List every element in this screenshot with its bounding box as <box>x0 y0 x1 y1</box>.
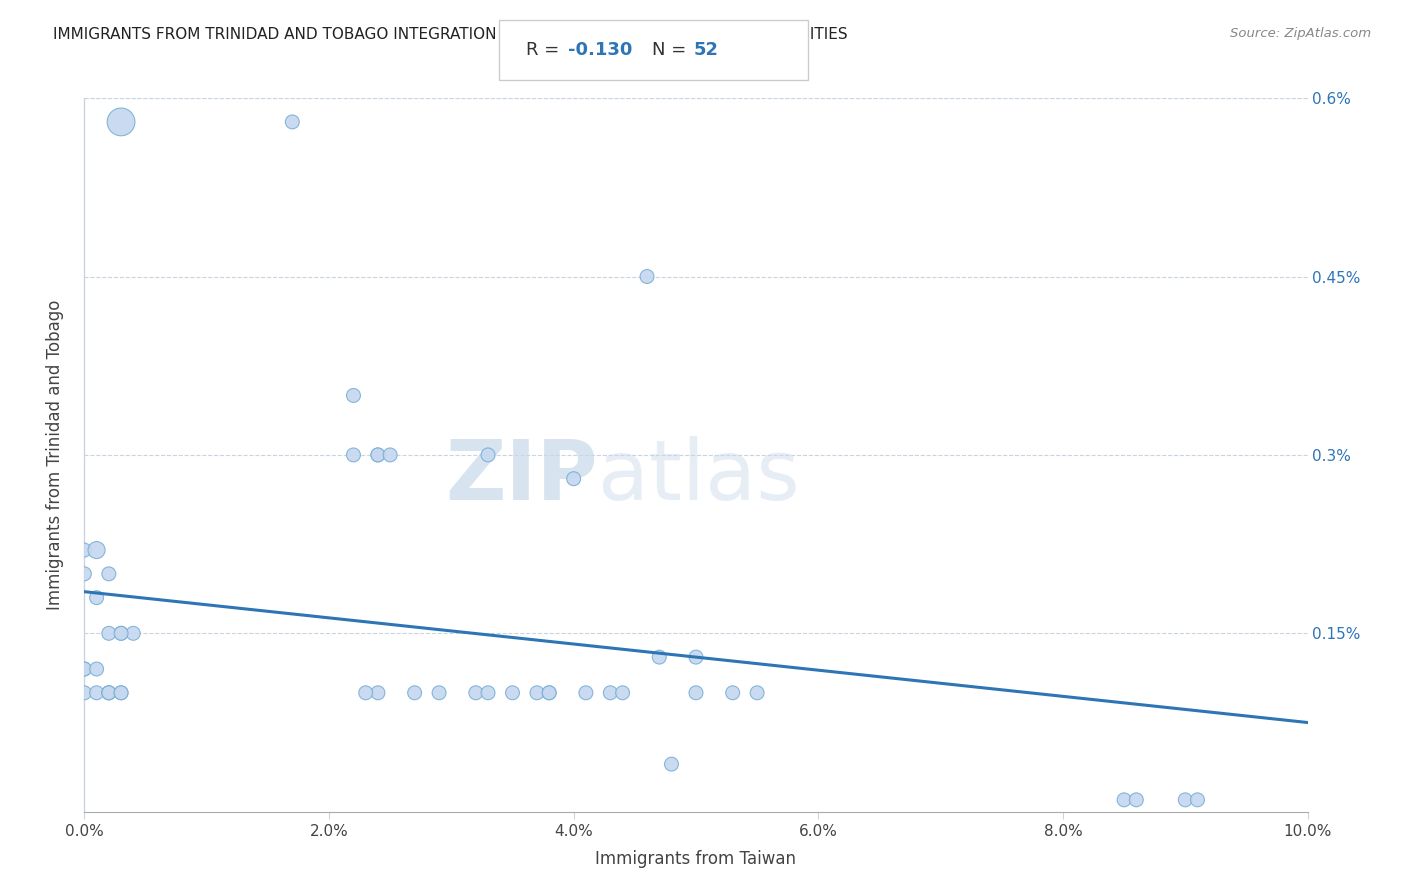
Point <box>97 686 120 700</box>
Point <box>73 566 96 581</box>
Point <box>380 448 402 462</box>
Text: ZIP: ZIP <box>446 436 598 516</box>
Point <box>661 757 683 772</box>
Point <box>97 626 120 640</box>
Point <box>110 686 132 700</box>
Point <box>562 472 585 486</box>
Text: N =: N = <box>652 41 692 59</box>
Point <box>281 115 304 129</box>
Point <box>73 662 96 676</box>
Point <box>110 115 132 129</box>
Point <box>721 686 744 700</box>
Text: 52: 52 <box>693 41 718 59</box>
Point <box>1114 793 1136 807</box>
Point <box>86 686 108 700</box>
Point <box>110 686 132 700</box>
Point <box>526 686 548 700</box>
Point <box>538 686 561 700</box>
Point <box>122 626 145 640</box>
Y-axis label: Immigrants from Trinidad and Tobago: Immigrants from Trinidad and Tobago <box>45 300 63 610</box>
Text: Source: ZipAtlas.com: Source: ZipAtlas.com <box>1230 27 1371 40</box>
Point <box>367 448 389 462</box>
Point <box>464 686 486 700</box>
Point <box>575 686 598 700</box>
Text: -0.130: -0.130 <box>568 41 633 59</box>
Point <box>97 686 120 700</box>
Point <box>685 686 707 700</box>
Point <box>648 650 671 665</box>
Point <box>110 626 132 640</box>
Point <box>73 662 96 676</box>
Point <box>427 686 450 700</box>
Point <box>367 448 389 462</box>
Text: atlas: atlas <box>598 436 800 516</box>
Point <box>367 686 389 700</box>
Point <box>685 650 707 665</box>
Point <box>97 686 120 700</box>
Point <box>1125 793 1147 807</box>
Point <box>747 686 769 700</box>
Point <box>502 686 524 700</box>
Point <box>599 686 621 700</box>
Point <box>1187 793 1209 807</box>
Point <box>86 662 108 676</box>
X-axis label: Immigrants from Taiwan: Immigrants from Taiwan <box>596 850 796 868</box>
Point <box>1174 793 1197 807</box>
Text: R =: R = <box>526 41 565 59</box>
Point <box>636 269 658 284</box>
Point <box>86 543 108 558</box>
Point <box>612 686 634 700</box>
Point <box>342 388 364 402</box>
Point <box>342 448 364 462</box>
Point <box>404 686 426 700</box>
Point <box>73 543 96 558</box>
Point <box>538 686 561 700</box>
Point <box>86 591 108 605</box>
Point <box>477 686 499 700</box>
Point <box>97 566 120 581</box>
Text: IMMIGRANTS FROM TRINIDAD AND TOBAGO INTEGRATION IN IMMIGRANTS FROM TAIWAN COMMUN: IMMIGRANTS FROM TRINIDAD AND TOBAGO INTE… <box>53 27 848 42</box>
Point <box>354 686 377 700</box>
Point <box>477 448 499 462</box>
Point <box>110 626 132 640</box>
Point <box>73 686 96 700</box>
